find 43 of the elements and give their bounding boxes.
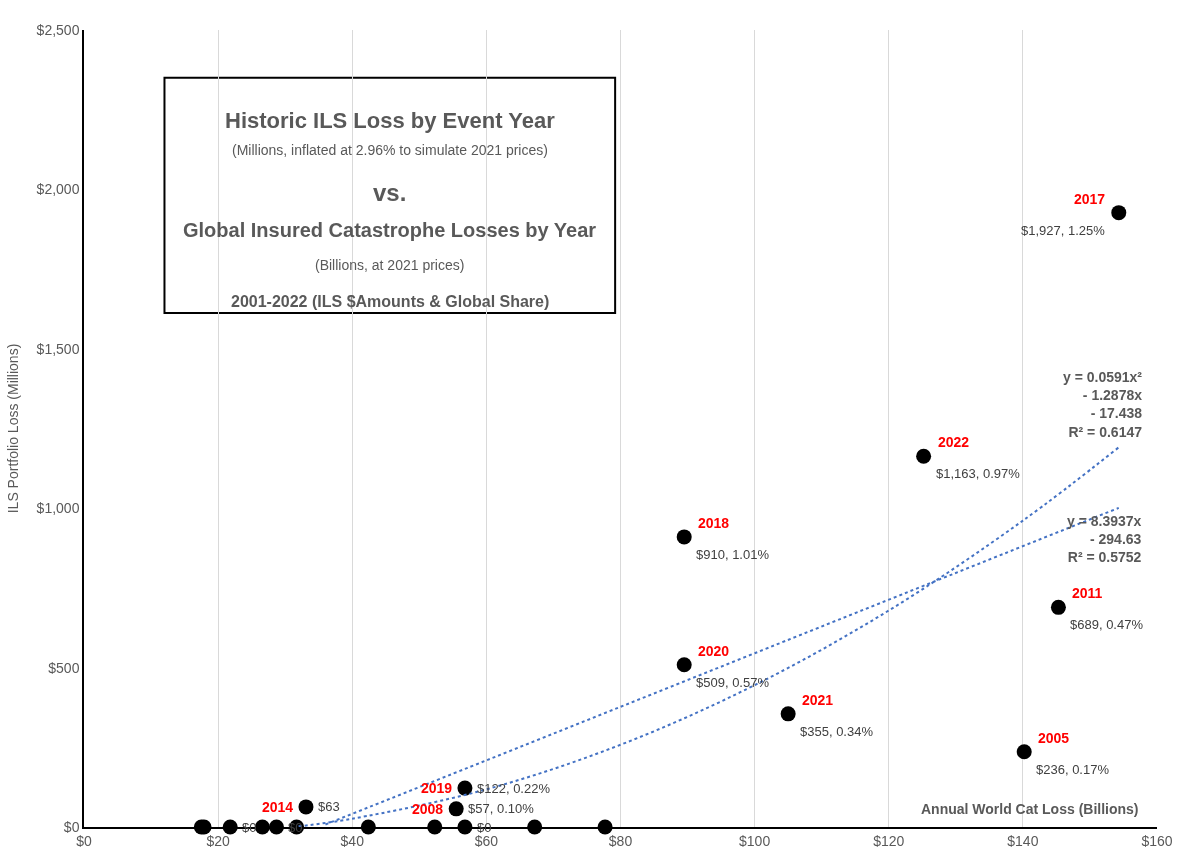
x-tick-label: $160 bbox=[1141, 832, 1173, 849]
y-tick-label: $0 bbox=[63, 818, 80, 835]
x-tick-label: $60 bbox=[474, 832, 499, 849]
x-tick-label: $0 bbox=[76, 832, 92, 849]
annotation: 2020 bbox=[698, 643, 730, 659]
x-tick-label: $120 bbox=[873, 832, 905, 849]
x-tick-label: $20 bbox=[206, 832, 231, 849]
x-tick-label: $80 bbox=[608, 832, 633, 849]
annotation: Global Insured Catastrophe Losses by Year bbox=[183, 219, 597, 241]
annotation: 2014 bbox=[262, 799, 294, 815]
x-tick-label: $100 bbox=[739, 832, 771, 849]
annotation: 2005 bbox=[1038, 730, 1070, 746]
annotation: (Millions, inflated at 2.96% to simulate 2021 prices) bbox=[232, 142, 548, 158]
y-tick-label: $2,500 bbox=[36, 21, 80, 38]
y-tick-label: $500 bbox=[48, 659, 80, 676]
data-label: $63 bbox=[318, 799, 340, 814]
annotation: 2001-2022 (ILS $Amounts & Global Share) bbox=[231, 293, 550, 310]
x-axis-title: Annual World Cat Loss (Billions) bbox=[921, 801, 1139, 817]
annotation: 2018 bbox=[698, 515, 730, 531]
y-tick-label: $1,000 bbox=[36, 500, 80, 517]
annotation: vs. bbox=[373, 179, 407, 206]
data-label: $1,163, 0.97% bbox=[936, 466, 1021, 481]
y-tick-label: $2,000 bbox=[36, 181, 80, 198]
data-label: $0 bbox=[288, 820, 303, 835]
annotation: 2017 bbox=[1074, 191, 1106, 207]
annotation: 2019 bbox=[421, 780, 453, 796]
annotation: 2011 bbox=[1072, 585, 1103, 601]
data-label: $236, 0.17% bbox=[1036, 762, 1110, 777]
x-tick-label: $140 bbox=[1007, 832, 1039, 849]
annotation: y = 0.0591x² - 1.2878x - 17.438 R² = 0.6147 bbox=[1063, 369, 1143, 440]
data-label: $1,927, 1.25% bbox=[1021, 223, 1106, 238]
y-axis-title: ILS Portfolio Loss (Millions) bbox=[4, 343, 21, 514]
data-label: $910, 1.01% bbox=[696, 547, 770, 562]
y-tick-label: $1,500 bbox=[36, 340, 80, 357]
annotation: 2008 bbox=[412, 801, 444, 817]
annotation: (Billions, at 2021 prices) bbox=[315, 257, 465, 273]
data-label: $57, 0.10% bbox=[468, 801, 535, 816]
data-label: $689, 0.47% bbox=[1070, 617, 1144, 632]
annotation: 2021 bbox=[802, 692, 834, 708]
data-label: $355, 0.34% bbox=[800, 724, 874, 739]
text: Historic ILS Loss by Event Year bbox=[225, 108, 556, 133]
x-tick-label: $40 bbox=[340, 832, 365, 849]
annotation: 2022 bbox=[938, 434, 970, 450]
